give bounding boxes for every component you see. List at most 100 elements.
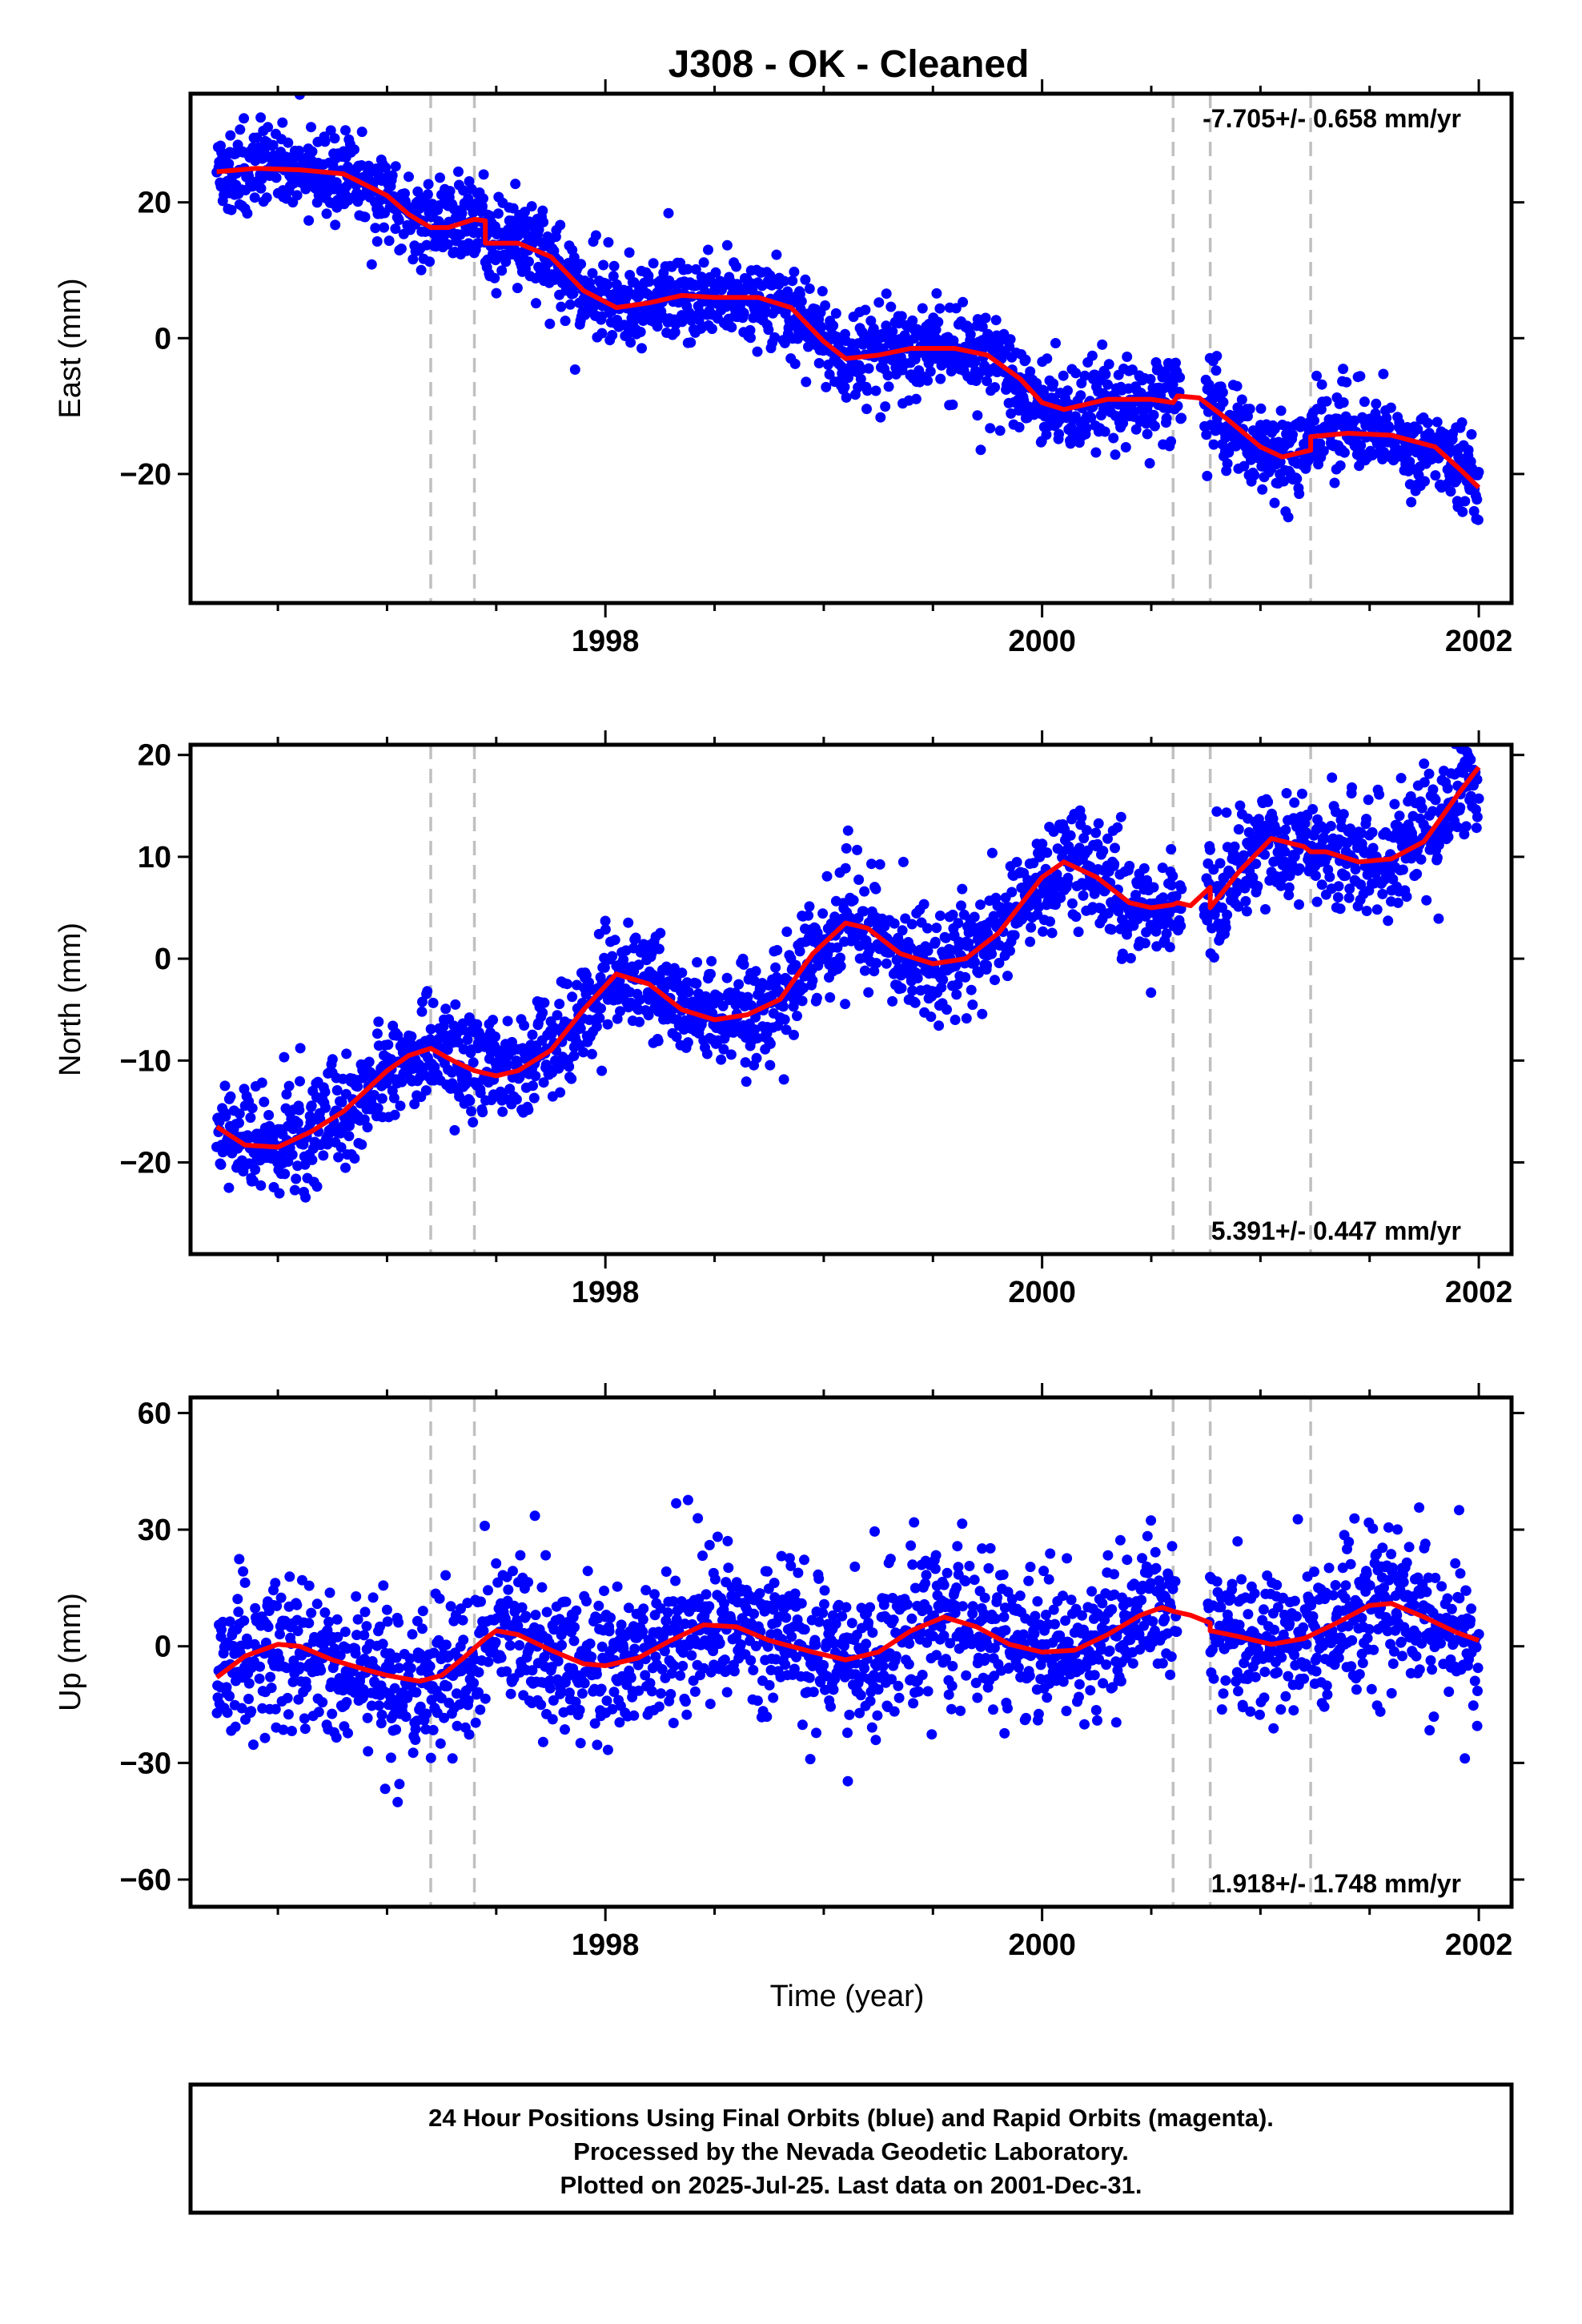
data-point xyxy=(632,1659,644,1671)
data-point xyxy=(951,989,962,1000)
data-point xyxy=(306,122,316,133)
data-point xyxy=(821,870,833,882)
data-point xyxy=(571,1605,582,1616)
data-point xyxy=(224,1691,235,1702)
data-point xyxy=(839,381,850,392)
data-point xyxy=(950,1015,961,1025)
points-east xyxy=(211,94,1484,525)
data-point xyxy=(377,1638,388,1650)
data-point xyxy=(751,1052,762,1063)
data-point xyxy=(256,1077,267,1088)
data-point xyxy=(1045,916,1055,927)
data-point xyxy=(607,951,618,962)
data-point xyxy=(232,1594,243,1605)
data-point xyxy=(351,1591,362,1602)
data-point xyxy=(462,1598,473,1609)
data-point xyxy=(731,261,742,272)
data-point xyxy=(547,1714,558,1725)
data-point xyxy=(934,1020,945,1031)
data-point xyxy=(604,1626,615,1637)
data-point xyxy=(1307,424,1318,436)
data-point xyxy=(1455,802,1466,813)
data-point xyxy=(363,1056,375,1068)
data-point xyxy=(882,370,893,381)
data-point xyxy=(1355,879,1367,891)
data-point xyxy=(1086,412,1097,423)
x-tick-label: 2000 xyxy=(1008,1276,1076,1309)
data-point xyxy=(1338,364,1349,375)
data-point xyxy=(1389,798,1400,810)
y-tick-label: −20 xyxy=(120,1147,171,1180)
data-point xyxy=(858,906,869,917)
data-point xyxy=(222,1707,233,1719)
data-point xyxy=(975,444,986,456)
data-point xyxy=(1251,858,1262,870)
data-point xyxy=(1255,452,1266,463)
data-point xyxy=(503,1584,514,1595)
data-point xyxy=(669,1660,680,1671)
data-point xyxy=(1097,339,1108,350)
data-point xyxy=(918,899,930,910)
data-point xyxy=(608,260,620,271)
data-point xyxy=(523,1104,534,1116)
data-point xyxy=(515,1550,526,1561)
data-point xyxy=(1340,870,1351,881)
data-point xyxy=(625,1672,636,1683)
data-point xyxy=(536,1699,547,1711)
data-point xyxy=(263,122,274,133)
data-point xyxy=(825,992,836,1003)
data-point xyxy=(646,1636,657,1647)
data-point xyxy=(885,301,897,312)
data-point xyxy=(343,1131,355,1142)
data-point xyxy=(356,127,367,138)
data-point xyxy=(339,1626,351,1638)
data-point xyxy=(933,316,944,328)
data-point xyxy=(211,1707,223,1719)
data-point xyxy=(255,1180,267,1191)
y-tick-label: 10 xyxy=(138,841,171,875)
data-point xyxy=(994,958,1005,968)
data-point xyxy=(1076,812,1087,823)
data-point xyxy=(1174,372,1186,383)
data-point xyxy=(1081,825,1092,836)
data-point xyxy=(390,161,401,172)
data-point xyxy=(637,1614,648,1625)
data-point xyxy=(274,1654,285,1665)
rate-text-north: 5.391+/- 0.447 mm/yr xyxy=(1211,1216,1461,1245)
data-point xyxy=(835,960,846,971)
data-point xyxy=(483,1656,494,1667)
data-point xyxy=(1281,788,1292,798)
data-point xyxy=(1259,849,1271,860)
data-point xyxy=(255,1661,266,1672)
data-point xyxy=(661,1566,672,1577)
data-point xyxy=(1338,809,1349,820)
data-point xyxy=(1359,396,1370,408)
data-point xyxy=(464,1729,475,1740)
data-point xyxy=(1319,832,1329,843)
data-point xyxy=(497,1106,508,1117)
data-point xyxy=(980,312,991,324)
data-point xyxy=(1204,844,1215,855)
data-point xyxy=(383,1039,394,1050)
data-point xyxy=(520,1610,532,1622)
data-point xyxy=(389,1109,400,1120)
data-point xyxy=(1079,370,1090,381)
data-point xyxy=(982,960,993,971)
data-point xyxy=(841,392,852,403)
data-point xyxy=(294,1104,305,1116)
data-point xyxy=(646,1686,657,1697)
data-point xyxy=(584,1638,596,1649)
data-point xyxy=(612,1581,623,1592)
data-point xyxy=(1110,842,1120,854)
data-point xyxy=(1421,895,1432,906)
x-tick-label: 2000 xyxy=(1008,625,1076,658)
data-point xyxy=(361,1621,372,1632)
data-point xyxy=(891,955,902,966)
data-point xyxy=(324,1587,335,1598)
data-point xyxy=(393,1617,404,1628)
data-point xyxy=(1211,806,1223,817)
data-point xyxy=(1211,351,1223,362)
data-point xyxy=(548,1624,560,1635)
data-point xyxy=(1280,824,1291,835)
data-point xyxy=(596,1641,608,1652)
